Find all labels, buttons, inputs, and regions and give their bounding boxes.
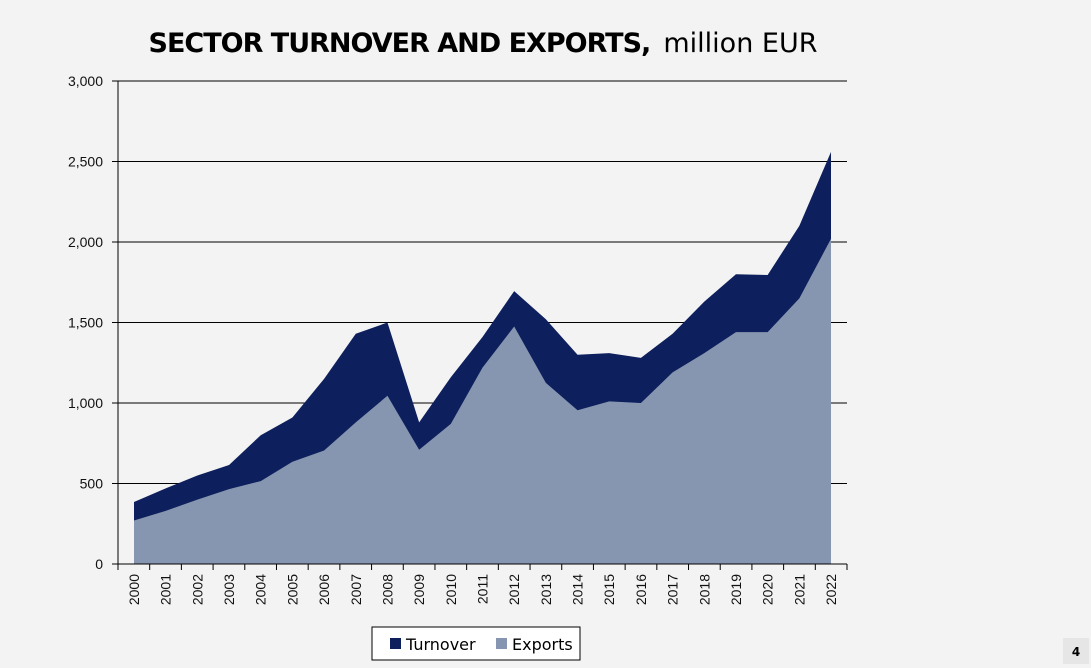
y-tick-label: 500: [80, 476, 104, 492]
x-tick-label: 2002: [189, 574, 205, 605]
x-axis-ticks: 2000 2001 2002 2003 2004 2005 2006 2007 2008 2009…: [117, 564, 848, 605]
x-tick-label: 2005: [284, 574, 300, 605]
x-tick-label: 2004: [253, 574, 269, 605]
legend-label-turnover: Turnover: [405, 635, 476, 654]
chart-title-main: SECTOR TURNOVER AND EXPORTS,: [149, 28, 651, 59]
x-tick-label: 2020: [760, 574, 776, 605]
legend-swatch-exports: [496, 638, 507, 649]
x-tick-label: 2017: [665, 574, 681, 605]
x-tick-label: 2015: [601, 574, 617, 605]
y-tick-label: 1,000: [68, 395, 103, 411]
x-tick-label: 2013: [538, 574, 554, 605]
x-tick-label: 2010: [443, 574, 459, 605]
x-tick-label: 2021: [791, 574, 807, 605]
x-tick-label: 2014: [570, 574, 586, 605]
y-tick-label: 2,000: [68, 234, 103, 250]
y-axis-ticks: 0 500 1,000 1,500 2,000 2,500 3,000: [68, 73, 118, 572]
x-tick-label: 2003: [221, 574, 237, 605]
chart-title: SECTOR TURNOVER AND EXPORTS, million EUR: [149, 28, 818, 59]
page-number-box: [1063, 638, 1089, 664]
legend-swatch-turnover: [390, 638, 401, 649]
x-tick-label: 2022: [823, 574, 839, 605]
x-tick-label: 2012: [506, 574, 522, 605]
plot-area: [134, 151, 831, 564]
x-tick-label: 2009: [411, 574, 427, 605]
x-tick-label: 2019: [728, 574, 744, 605]
y-tick-label: 2,500: [68, 154, 103, 170]
legend: Turnover Exports: [371, 626, 581, 661]
x-tick-label: 2006: [316, 574, 332, 605]
x-tick-label: 2018: [696, 574, 712, 605]
x-tick-label: 2016: [633, 574, 649, 605]
x-tick-label: 2008: [379, 574, 395, 605]
x-tick-label: 2007: [348, 574, 364, 605]
legend-box: [371, 626, 581, 661]
x-tick-label: 2011: [475, 574, 491, 604]
x-tick-label: 2001: [158, 574, 174, 605]
page-number: 4: [1072, 645, 1080, 659]
legend-label-exports: Exports: [512, 635, 573, 654]
y-tick-label: 0: [95, 556, 103, 572]
chart-title-unit: million EUR: [663, 28, 817, 59]
y-tick-label: 1,500: [68, 315, 103, 331]
y-tick-label: 3,000: [68, 73, 103, 89]
area-exports: [134, 238, 831, 564]
x-tick-label: 2000: [126, 574, 142, 605]
